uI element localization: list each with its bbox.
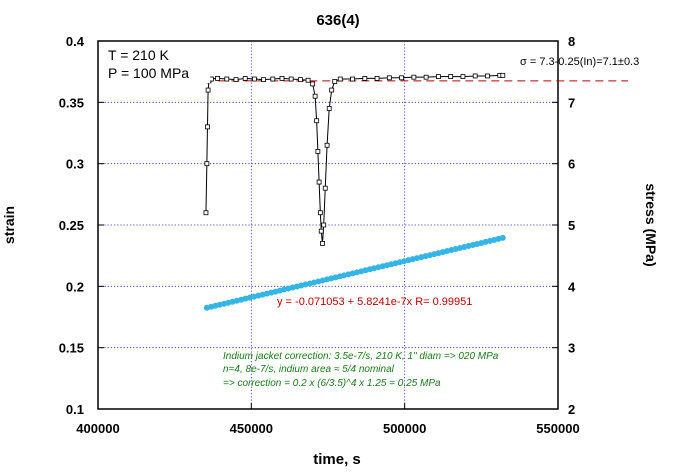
y-tick-label-left: 0.15 — [59, 341, 84, 356]
y-tick-label-left: 0.3 — [66, 157, 84, 172]
stress-point — [279, 76, 285, 81]
stress-point — [472, 73, 478, 79]
stress-point — [297, 77, 303, 83]
conditions-box — [100, 43, 210, 83]
stress-point — [332, 79, 338, 84]
stress-point — [215, 76, 221, 81]
x-tick-label: 400000 — [76, 421, 119, 436]
y-tick-label-left: 0.2 — [66, 279, 84, 294]
note-line-2: n=4, 8e-7/s, indium area ≈ 5/4 nominal — [223, 364, 395, 375]
stress-point — [270, 76, 276, 82]
stress-point — [204, 161, 210, 167]
stress-point — [316, 179, 322, 185]
y-axis-label-right: stress (MPa) — [643, 183, 659, 266]
note-line-1: Indium jacket correction: 3.5e-7/s, 210 … — [223, 351, 499, 362]
stress-point — [322, 185, 328, 191]
stress-point — [460, 74, 466, 79]
stress-point — [314, 118, 320, 124]
ticks: 400000 450000 500000 550000 0.1 0.15 0.2 0.25 0.… — [59, 34, 580, 436]
y-tick-label-right: 8 — [568, 34, 575, 49]
stress-point — [209, 76, 214, 82]
plot-area — [97, 40, 559, 410]
stress-point — [321, 222, 327, 228]
stress-point — [337, 76, 343, 82]
stress-point — [205, 124, 210, 130]
stress-point — [350, 76, 355, 82]
stress-point — [312, 93, 318, 99]
chart-title: 636(4) — [316, 12, 359, 29]
stress-point — [224, 76, 230, 82]
stress-point — [205, 87, 211, 93]
stress-series-line — [205, 74, 503, 244]
y-tick-label-left: 0.25 — [59, 218, 84, 233]
y-tick-label-right: 4 — [568, 279, 576, 294]
stress-point — [324, 142, 330, 148]
stress-point — [310, 81, 316, 87]
gridlines — [98, 41, 558, 409]
y-axis-label-left: strain — [1, 206, 17, 244]
stress-point — [435, 74, 441, 79]
stress-point — [317, 210, 323, 216]
temperature-label: T = 210 K — [108, 47, 170, 63]
stress-point — [242, 76, 248, 81]
strain-point — [499, 234, 506, 241]
stress-point — [448, 74, 454, 79]
stress-point — [203, 210, 209, 216]
y-tick-label-right: 5 — [568, 218, 575, 233]
note-line-3: => correction = 0.2 x (6/3.5)^4 x 1.25 =… — [223, 378, 441, 389]
stress-point — [233, 77, 239, 83]
pressure-label: P = 100 MPa — [108, 65, 189, 81]
stress-point — [326, 106, 332, 111]
x-tick-label: 550000 — [536, 421, 579, 436]
stress-point — [399, 75, 405, 81]
y-tick-label-right: 3 — [568, 341, 575, 356]
y-tick-label-left: 0.1 — [66, 402, 84, 417]
data-marks — [203, 72, 506, 311]
strain-fit-equation: y = -0.071053 + 5.8241e-7x R= 0.99951 — [277, 296, 472, 308]
stress-point — [411, 74, 417, 80]
stress-point — [318, 228, 324, 234]
y-tick-label-right: 6 — [568, 157, 575, 172]
stress-point — [288, 76, 294, 82]
x-axis-label: time, s — [313, 451, 361, 468]
stress-point — [315, 148, 321, 154]
stress-point — [485, 73, 490, 79]
stress-point — [261, 77, 267, 83]
stress-fit-label: σ = 7.3-0.25(In)=7.1±0.3 — [520, 56, 639, 68]
stress-point — [251, 76, 257, 82]
stress-point — [305, 77, 311, 83]
x-tick-label: 500000 — [383, 421, 426, 436]
stress-point — [320, 240, 325, 246]
stress-point — [500, 72, 506, 78]
stress-point — [386, 75, 392, 81]
y-tick-label-right: 2 — [568, 402, 575, 417]
x-tick-label: 450000 — [230, 421, 273, 436]
stress-point — [329, 87, 335, 93]
stress-point — [362, 76, 368, 81]
y-tick-label-right: 7 — [568, 95, 575, 110]
indium-correction-note: Indium jacket correction: 3.5e-7/s, 210 … — [223, 351, 499, 389]
y-tick-label-left: 0.35 — [59, 95, 84, 110]
y-tick-label-left: 0.4 — [66, 34, 85, 49]
stress-point — [374, 76, 380, 81]
stress-point — [423, 74, 429, 80]
